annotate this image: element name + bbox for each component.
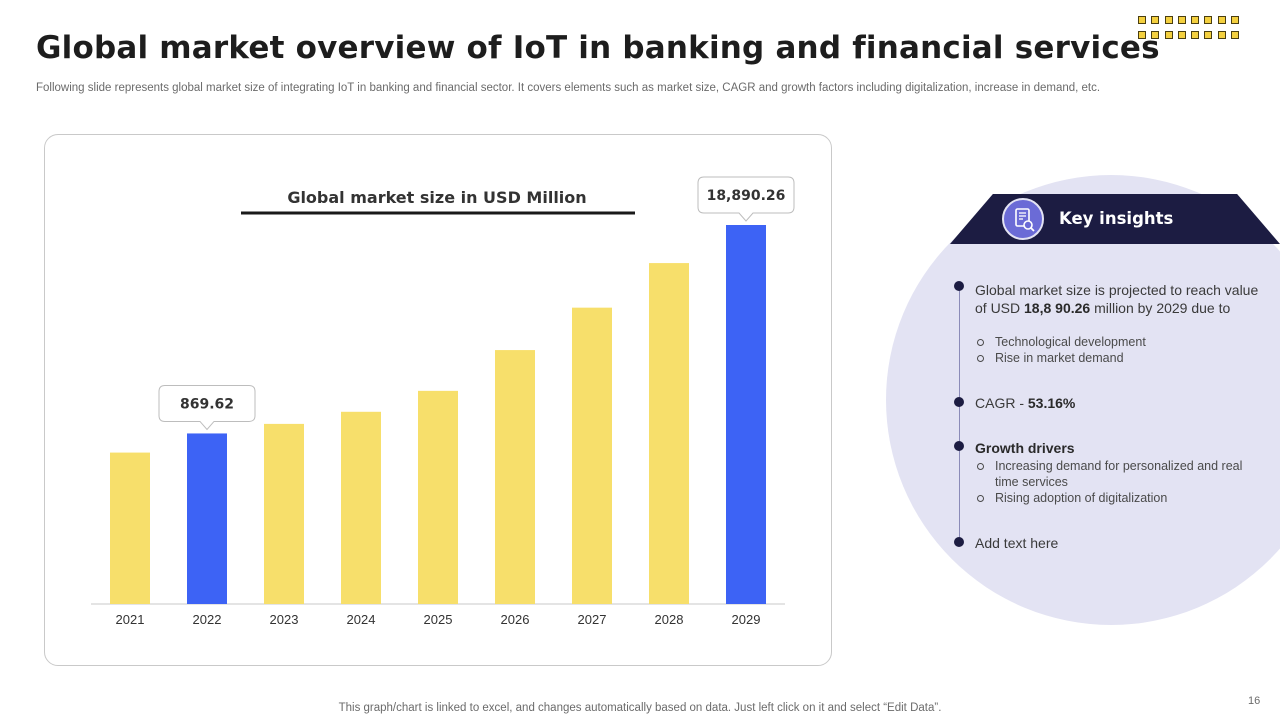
callout-box (697, 176, 795, 222)
footer-note: This graph/chart is linked to excel, and… (338, 702, 942, 714)
insights-circle (886, 175, 1280, 625)
x-tick-label: 2022 (193, 612, 222, 627)
page-subtitle: Following slide represents global market… (36, 82, 1101, 94)
bar-2023 (264, 423, 304, 604)
x-tick-label: 2026 (501, 612, 530, 627)
insight-market-size: Global market size is projected to reach… (975, 282, 1259, 316)
insight-growth-drivers: Growth drivers (975, 440, 1075, 456)
insight-bullet (954, 537, 964, 547)
insight-cagr: CAGR - 53.16% (975, 395, 1076, 411)
callout-box (158, 384, 256, 431)
x-tick-label: 2024 (347, 612, 376, 627)
x-tick-label: 2025 (424, 612, 453, 627)
bar-2029 (726, 225, 766, 604)
insight-market-size-reasons: Technological development Rise in market… (975, 334, 1265, 366)
market-size-bar-chart: Global market size in USD Million 2021 202… (91, 176, 795, 627)
insights-timeline (959, 286, 960, 542)
insight-bullet (954, 281, 964, 291)
insight-bullet (954, 397, 964, 407)
x-tick-label: 2029 (732, 612, 761, 627)
x-tick-label: 2023 (270, 612, 299, 627)
bar-2026 (495, 350, 535, 604)
insight-add-text[interactable]: Add text here (975, 535, 1059, 551)
chart-card: Global market size in USD Million 2021 202… (44, 134, 832, 666)
insight-growth-drivers-list: Increasing demand for personalized and r… (975, 458, 1265, 506)
x-tick-label: 2028 (655, 612, 684, 627)
list-item: Rising adoption of digitalization (975, 490, 1265, 506)
bar-2021 (110, 452, 150, 604)
chart-title: Global market size in USD Million (287, 188, 586, 207)
list-item: Rise in market demand (975, 350, 1265, 366)
page-number: 16 (1248, 695, 1261, 707)
bar-2025 (418, 390, 458, 604)
insight-bullet (954, 441, 964, 451)
data-label: 869.62 (180, 396, 234, 412)
bar-2024 (341, 411, 381, 604)
bar-2022 (187, 433, 227, 604)
data-label: 18,890.26 (707, 188, 786, 204)
bar-2027 (572, 307, 612, 604)
insights-title: Key insights (1059, 209, 1174, 228)
decorative-dots (1138, 16, 1242, 46)
list-item: Technological development (975, 334, 1265, 350)
x-tick-label: 2021 (116, 612, 145, 627)
list-item: Increasing demand for personalized and r… (975, 458, 1265, 490)
bar-2028 (649, 263, 689, 604)
page-title: Global market overview of IoT in banking… (36, 30, 1160, 66)
x-tick-label: 2027 (578, 612, 607, 627)
report-magnifier-icon (1002, 198, 1044, 240)
